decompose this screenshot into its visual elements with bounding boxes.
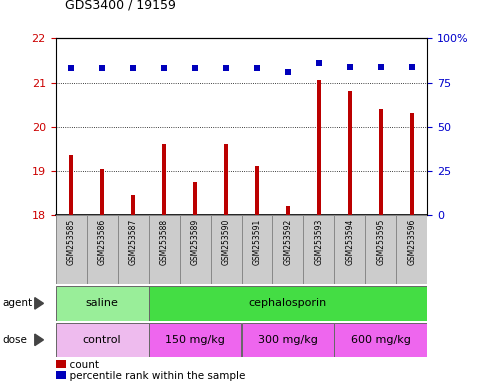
Bar (56, 286, 149, 321)
Point (253, 65, 261, 71)
Bar (348, 91, 352, 215)
Bar (303, 215, 334, 284)
Text: GSM253591: GSM253591 (253, 218, 261, 265)
Text: control: control (83, 335, 121, 345)
Bar (334, 323, 427, 357)
Text: cephalosporin: cephalosporin (249, 298, 327, 308)
Text: dose: dose (2, 335, 28, 345)
Bar (272, 215, 303, 284)
Text: GSM253586: GSM253586 (98, 218, 107, 265)
Point (222, 65, 230, 71)
Text: GSM253585: GSM253585 (67, 218, 75, 265)
Bar (180, 215, 211, 284)
Bar (86, 215, 117, 284)
Text: GSM253593: GSM253593 (314, 218, 324, 265)
Point (346, 64, 354, 70)
Bar (379, 109, 383, 215)
Bar (131, 195, 135, 215)
Bar (149, 323, 242, 357)
Point (191, 65, 199, 71)
Bar (286, 206, 290, 215)
Text: 600 mg/kg: 600 mg/kg (351, 335, 411, 345)
Text: GSM253587: GSM253587 (128, 218, 138, 265)
Text: 150 mg/kg: 150 mg/kg (165, 335, 225, 345)
Point (315, 60, 323, 66)
Text: count: count (63, 360, 99, 370)
Point (129, 65, 137, 71)
Bar (56, 215, 86, 284)
Point (377, 64, 385, 70)
Point (284, 69, 292, 75)
Text: GSM253588: GSM253588 (159, 218, 169, 265)
Text: GSM253596: GSM253596 (408, 218, 416, 265)
Bar (149, 215, 180, 284)
Point (160, 65, 168, 71)
Point (67, 65, 75, 71)
Text: saline: saline (85, 298, 118, 308)
Bar (242, 323, 334, 357)
Point (98, 65, 106, 71)
Bar (224, 144, 228, 215)
Text: percentile rank within the sample: percentile rank within the sample (63, 371, 245, 381)
Text: GSM253592: GSM253592 (284, 218, 293, 265)
Bar (410, 113, 414, 215)
Text: GSM253595: GSM253595 (376, 218, 385, 265)
Text: GSM253590: GSM253590 (222, 218, 230, 265)
Bar (162, 144, 166, 215)
Bar (317, 80, 321, 215)
Bar (193, 182, 197, 215)
Bar (255, 166, 259, 215)
Bar (117, 215, 149, 284)
Bar (211, 215, 242, 284)
Bar (366, 215, 397, 284)
Text: GSM253594: GSM253594 (345, 218, 355, 265)
Bar (242, 215, 272, 284)
Bar (100, 169, 104, 215)
Text: GDS3400 / 19159: GDS3400 / 19159 (65, 0, 176, 12)
Bar (334, 215, 366, 284)
Bar (56, 323, 149, 357)
Bar (149, 286, 427, 321)
Bar (397, 215, 427, 284)
Text: agent: agent (2, 298, 32, 308)
Text: GSM253589: GSM253589 (190, 218, 199, 265)
Text: 300 mg/kg: 300 mg/kg (258, 335, 318, 345)
Point (408, 64, 416, 70)
Bar (69, 156, 73, 215)
